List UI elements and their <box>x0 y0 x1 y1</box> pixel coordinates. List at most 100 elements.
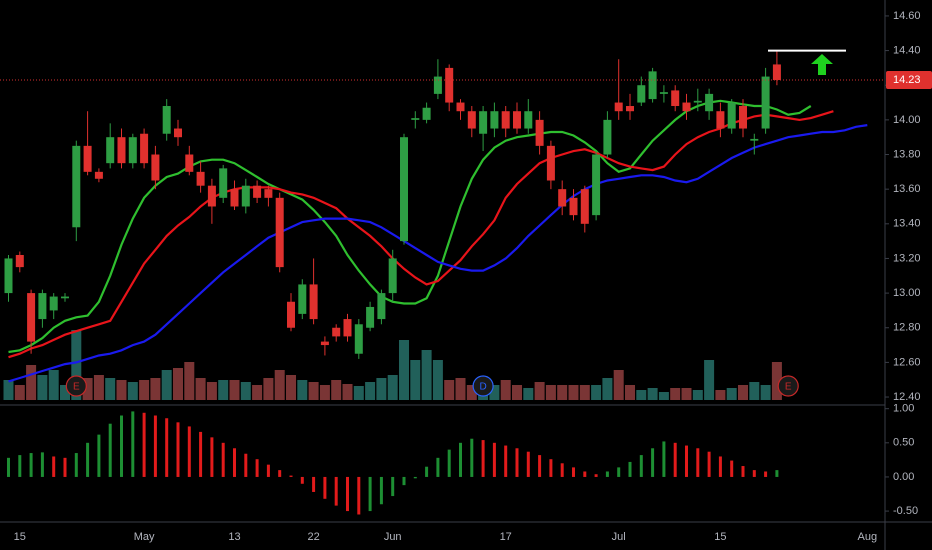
volume-bar <box>670 388 681 400</box>
volume-bar <box>771 362 782 400</box>
volume-bar <box>240 382 251 400</box>
volume-bar <box>557 385 568 400</box>
oscillator-bar <box>255 459 259 477</box>
y-tick-label: 13.20 <box>893 252 921 264</box>
oscillator-bar <box>504 445 508 477</box>
candle-body <box>592 154 601 216</box>
oscillator-bar <box>572 467 575 477</box>
oscillator-bar <box>741 466 745 477</box>
oscillator-bar <box>764 471 768 477</box>
candle-body <box>4 258 13 294</box>
oscillator-bar <box>300 476 304 484</box>
oscillator-bar <box>526 451 530 477</box>
volume-bar <box>749 382 760 400</box>
event-marker <box>472 375 494 397</box>
volume-bar <box>387 375 398 400</box>
oscillator-bar <box>470 438 474 477</box>
volume-bar <box>568 385 579 400</box>
candle-body <box>219 168 228 198</box>
oscillator-bar <box>605 471 609 477</box>
oscillator-bar <box>346 476 349 512</box>
oscillator-bar <box>40 452 44 477</box>
candle-body <box>377 293 386 320</box>
candle-body <box>648 71 657 100</box>
candle-body <box>27 293 36 342</box>
candle-body <box>490 111 499 129</box>
y-tick-label: 12.40 <box>893 391 921 403</box>
candle-body <box>140 133 149 164</box>
candle-body <box>343 319 352 337</box>
candle-body <box>72 145 81 228</box>
candle-body <box>354 324 363 354</box>
candle-body <box>61 296 69 299</box>
volume-bar <box>647 388 658 400</box>
volume-bar <box>3 380 14 400</box>
moving-average-line <box>8 124 868 383</box>
candle-body <box>320 341 329 346</box>
oscillator-bar <box>323 476 327 499</box>
volume-bar <box>26 365 37 400</box>
volume-bar <box>421 350 432 400</box>
candle-body <box>546 145 555 181</box>
oscillator-bar <box>730 460 734 477</box>
event-marker <box>777 375 799 397</box>
volume-bar <box>692 390 703 400</box>
ma-layer <box>8 99 868 383</box>
candle-body <box>445 67 454 103</box>
oscillator-bar <box>7 457 10 477</box>
oscillator-bar <box>176 422 180 477</box>
volume-bar <box>93 375 104 400</box>
volume-bar <box>116 380 127 400</box>
candle-body <box>614 102 623 112</box>
oscillator-bar <box>436 457 440 477</box>
candle-body <box>230 189 239 207</box>
candle-body <box>287 301 295 328</box>
oscillator-bar <box>538 455 542 477</box>
volume-bar <box>500 380 511 400</box>
oscillator-bar <box>560 463 564 477</box>
candle-body <box>366 306 375 328</box>
candle-body <box>151 154 160 181</box>
volume-bar <box>738 385 748 400</box>
last-price-box <box>886 71 932 90</box>
volume-bar <box>466 385 477 400</box>
candle-body <box>388 258 397 294</box>
volume-bar <box>591 385 602 400</box>
candle-body <box>422 107 431 120</box>
candle-body <box>569 197 578 216</box>
volume-bar <box>534 382 545 400</box>
y-tick-label: 13.00 <box>893 287 921 299</box>
volume-bar <box>206 382 217 400</box>
candle-body <box>15 254 24 268</box>
volume-bar <box>161 370 172 400</box>
volume-bar <box>139 380 150 400</box>
event-label: E <box>73 382 80 393</box>
volume-bar <box>399 340 409 400</box>
candle-body <box>49 296 58 311</box>
volume-bar <box>625 385 635 400</box>
oscillator-bar <box>221 442 225 477</box>
oscillator-bar <box>29 453 33 477</box>
oscillator-bar <box>696 448 700 477</box>
oscillator-bar <box>63 457 67 477</box>
candle-body <box>83 145 92 172</box>
x-tick-label: 22 <box>307 531 319 543</box>
oscillator-bar <box>549 459 553 477</box>
volume-bar <box>37 375 48 400</box>
candle-body <box>241 185 250 207</box>
oscillator-bar <box>18 455 22 477</box>
x-tick-label: Aug <box>858 531 878 543</box>
volume-bar <box>173 368 183 400</box>
candle-body <box>38 293 47 320</box>
y-tick-label: 14.40 <box>893 44 921 56</box>
candle-body <box>117 137 126 164</box>
volume-bar <box>319 385 330 400</box>
oscillator-bar <box>402 476 406 486</box>
osc-tick-label: 0.50 <box>893 437 914 449</box>
osc-tick-label: 1.00 <box>893 403 914 415</box>
volume-bar <box>681 388 692 400</box>
oscillator-bar <box>391 476 395 497</box>
oscillator-bar <box>97 434 101 477</box>
